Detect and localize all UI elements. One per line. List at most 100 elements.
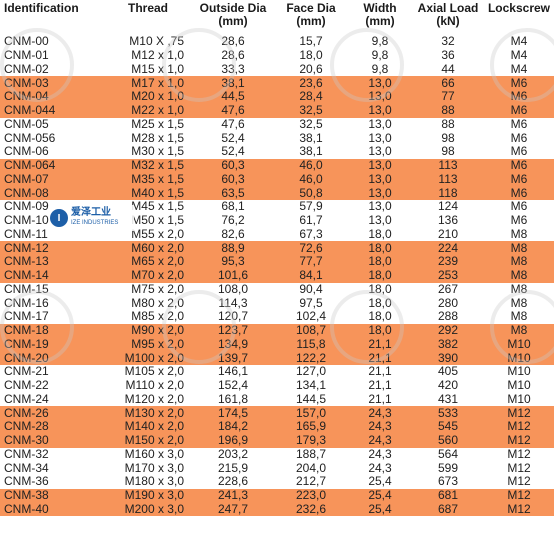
table-cell: M17 x 1,0 [104,76,192,90]
table-cell: 210 [437,227,459,241]
table-cell: CNM-08 [0,186,104,200]
table-cell: M10 X ,75 [129,35,184,49]
table-cell: CNM-26 [0,406,104,420]
table-cell: 144,5 [295,392,327,406]
table-cell: CNM-15 [4,282,49,296]
table-row: CNM-00 M10 X ,75 28,6 15,7 9,8 32 M4 [0,35,554,49]
table-cell: CNM-20 [0,351,104,365]
table-cell: 228,6 [217,475,249,489]
table-cell: 247,7 [192,502,274,517]
table-cell: M32 x 1,5 [104,158,192,173]
table-row: CNM-18 M90 x 2,0 123,7 108,7 18,0 292 M8 [0,323,554,338]
table-cell: M190 x 3,0 [104,488,192,503]
table-cell: M8 [484,255,554,269]
table-cell: M8 [484,241,554,255]
table-cell: CNM-06 [4,145,49,159]
table-cell: M8 [484,323,554,338]
table-cell: 88 [441,117,455,131]
table-row: CNM-09 M45 x 1,5 68,1 57,9 13,0 124 M6 [0,200,554,214]
table-cell: M8 [484,268,554,283]
table-cell: 21,1 [368,378,392,393]
table-row: CNM-20 M100 x 2,0 139,7 122,2 21,1 390 M10 [0,351,554,365]
table-cell: M6 [510,117,528,131]
table-cell: M6 [510,131,528,145]
table-cell: M12 [484,502,554,517]
table-cell: 203,2 [217,447,249,461]
table-cell: 47,6 [221,117,245,131]
table-cell: 28,4 [274,90,348,104]
table-row: CNM-10 M50 x 1,5 76,2 61,7 13,0 136 M6 [0,214,554,228]
logo-english-text: IZE INDUSTRIES [71,220,119,226]
table-cell: 24,3 [348,406,412,420]
table-cell: 32,5 [299,117,323,131]
table-cell: 46,0 [274,172,348,187]
table-cell: M22 x 1,0 [104,103,192,118]
table-cell: 88 [412,103,484,118]
table-cell: 13,0 [368,145,392,159]
table-cell: M6 [510,145,528,159]
table-cell: M95 x 2,0 [104,337,192,352]
table-cell: 32,5 [274,103,348,118]
table-row: CNM-044 M22 x 1,0 47,6 32,5 13,0 88 M6 [0,103,554,118]
table-cell: M120 x 2,0 [124,392,184,406]
table-cell: 241,3 [192,488,274,503]
table-cell: M160 x 3,0 [124,447,184,461]
column-header: Outside Dia (mm) [199,1,267,28]
table-cell: 382 [412,337,484,352]
table-cell: 564 [437,447,459,461]
table-cell: M12 [507,475,531,489]
table-cell: CNM-34 [4,461,49,475]
table-cell: 24,3 [368,447,392,461]
table-cell: M15 x 1,0 [131,62,184,76]
table-cell: 77 [412,90,484,104]
table-row: CNM-13 M65 x 2,0 95,3 77,7 18,0 239 M8 [0,255,554,269]
table-cell: M12 [484,406,554,420]
table-cell: CNM-16 [4,296,49,310]
table-cell: 108,7 [274,323,348,338]
table-row: CNM-36 M180 x 3,0 228,6 212,7 25,4 673 M12 [0,475,554,489]
table-row: CNM-056 M28 x 1,5 52,4 38,1 13,0 98 M6 [0,131,554,145]
table-cell: 60,3 [192,172,274,187]
table-row: CNM-15 M75 x 2,0 108,0 90,4 18,0 267 M8 [0,283,554,297]
table-cell: CNM-07 [0,172,104,187]
table-cell: 13,0 [368,213,392,228]
table-cell: 13,0 [348,172,412,187]
table-cell: M50 x 1,5 [131,213,184,228]
table-cell: 204,0 [295,461,327,475]
table-row: CNM-01 M12 x 1,0 28,6 18,0 9,8 36 M4 [0,49,554,63]
table-cell: M55 x 2,0 [131,227,184,241]
table-cell: CNM-18 [0,323,104,338]
table-row: CNM-34 M170 x 3,0 215,9 204,0 24,3 599 M12 [0,461,554,475]
table-cell: M60 x 2,0 [104,241,192,255]
table-cell: M10 [507,392,531,406]
table-cell: 13,0 [348,76,412,90]
table-cell: 13,0 [348,158,412,173]
table-cell: CNM-22 [4,378,49,393]
table-cell: 98 [441,131,455,145]
column-header: Lockscrew [487,1,551,15]
table-cell: CNM-40 [0,502,104,517]
table-cell: 560 [412,433,484,448]
table-cell: CNM-10 [4,213,49,228]
table-row: CNM-22 M110 x 2,0 152,4 134,1 21,1 420 M10 [0,379,554,393]
table-cell: CNM-11 [4,227,48,241]
table-cell: 533 [412,406,484,420]
table-cell: M30 x 1,5 [131,145,184,159]
table-cell: 61,7 [299,213,323,228]
table-row: CNM-04 M20 x 1,0 44,5 28,4 13,0 77 M6 [0,90,554,104]
table-cell: 13,0 [348,186,412,200]
table-cell: 13,0 [348,103,412,118]
table-cell: 146,1 [217,365,249,379]
table-cell: CNM-38 [0,488,104,503]
column-header: Face Dia (mm) [286,1,336,28]
table-cell: 52,4 [221,131,245,145]
table-cell: 122,2 [274,351,348,365]
table-cell: 127,0 [295,365,327,379]
table-cell: 212,7 [295,475,327,489]
table-cell: M200 x 3,0 [104,502,192,517]
table-cell: M6 [484,186,554,200]
table-cell: CNM-01 [4,48,49,63]
table-cell: 13,0 [368,200,392,214]
table-cell: 599 [437,461,459,475]
table-cell: 165,9 [274,420,348,434]
